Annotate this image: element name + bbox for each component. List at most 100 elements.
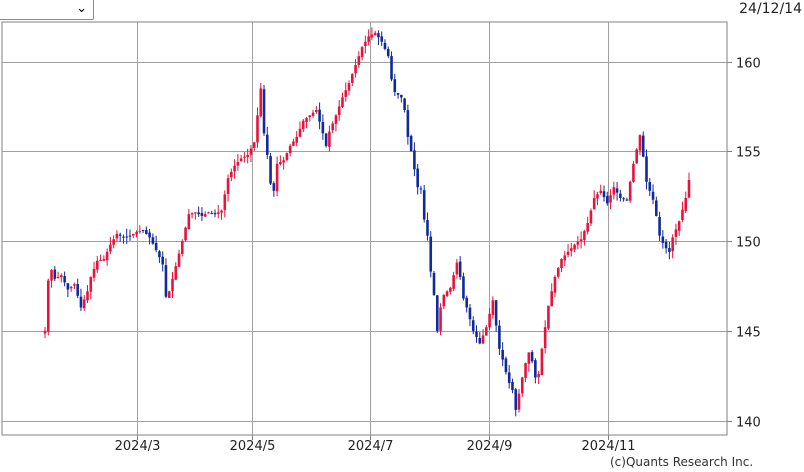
candle-body <box>579 239 583 242</box>
candle-body <box>288 145 292 154</box>
candle <box>406 104 410 145</box>
candle <box>455 258 459 279</box>
chevron-down-icon: ⌄ <box>76 1 87 16</box>
candle-body <box>520 377 524 394</box>
candle-body <box>200 212 204 216</box>
candle <box>187 209 191 230</box>
candle-body <box>203 214 207 217</box>
candle <box>579 231 583 249</box>
candle-body <box>246 154 249 157</box>
candle-body <box>364 41 367 47</box>
candle-body <box>612 187 616 195</box>
candle-body <box>122 236 125 238</box>
candle <box>481 329 485 345</box>
candle <box>210 210 214 215</box>
candle <box>449 286 452 295</box>
candle <box>102 255 106 262</box>
candle-body <box>485 327 488 336</box>
candle <box>478 332 482 345</box>
candle <box>164 258 168 299</box>
candle <box>488 307 491 330</box>
candle-body <box>396 93 400 95</box>
candle <box>648 178 652 196</box>
candle-body <box>592 197 596 210</box>
candle <box>380 31 384 47</box>
candle <box>471 316 475 335</box>
candle <box>243 152 246 163</box>
candle-body <box>589 210 593 224</box>
candle-body <box>99 259 102 261</box>
candle <box>46 278 50 336</box>
candle-body <box>619 193 622 198</box>
candle <box>207 211 210 214</box>
candle <box>76 278 79 299</box>
candle <box>635 148 638 164</box>
candle <box>50 269 53 288</box>
candle <box>171 272 174 299</box>
candle-body <box>681 209 684 221</box>
period-select[interactable]: ⌄ <box>0 0 94 20</box>
candle-body <box>373 32 377 36</box>
candle-body <box>403 98 406 110</box>
y-tick-label: 145 <box>736 326 761 341</box>
candle-body <box>269 156 272 184</box>
candle-body <box>141 229 145 231</box>
candle <box>687 172 691 199</box>
candle-body <box>416 168 419 188</box>
candle <box>99 254 102 262</box>
candle-body <box>501 349 504 360</box>
candle-body <box>609 195 612 203</box>
candle-body <box>324 133 328 146</box>
candle-body <box>337 106 341 116</box>
candle <box>511 378 514 394</box>
candle-body <box>311 112 315 116</box>
candle-body <box>86 291 89 301</box>
candle <box>563 250 567 266</box>
candle-body <box>468 307 472 320</box>
candle <box>279 155 282 166</box>
candle-body <box>553 276 557 293</box>
candle-body <box>256 115 259 143</box>
candle-body <box>357 56 361 66</box>
candle-body <box>540 348 544 376</box>
candle-body <box>445 291 449 297</box>
candle-body <box>259 88 263 117</box>
candle-body <box>184 227 187 241</box>
candle-body <box>262 89 266 134</box>
candle-body <box>148 232 151 238</box>
candle <box>233 159 236 179</box>
candle <box>403 97 406 113</box>
candle <box>468 303 472 327</box>
candle-body <box>426 220 429 236</box>
candle <box>530 350 534 364</box>
candle <box>671 234 674 259</box>
candle <box>553 275 557 298</box>
candle <box>115 230 119 242</box>
candle-body <box>386 48 390 57</box>
candle <box>344 82 348 102</box>
candle <box>125 228 129 245</box>
candle <box>494 300 498 332</box>
candle-body <box>419 188 423 190</box>
candle <box>73 282 76 290</box>
candle <box>259 82 263 118</box>
candle-body <box>655 200 658 216</box>
candle-body <box>556 268 560 277</box>
candle-body <box>131 233 135 236</box>
y-tick-label: 140 <box>736 416 761 431</box>
candle <box>174 262 178 281</box>
candle-body <box>109 244 112 252</box>
candle-body <box>488 313 491 328</box>
candle <box>308 115 312 122</box>
candle <box>131 233 135 239</box>
candle-body <box>275 163 279 192</box>
candle-body <box>318 109 321 122</box>
x-tick-label: 2024/9 <box>467 439 513 454</box>
candle <box>439 303 442 336</box>
candle <box>458 256 462 280</box>
candle <box>161 251 164 272</box>
candle-body <box>452 275 455 289</box>
candle <box>668 241 671 260</box>
candle-body <box>230 171 233 178</box>
